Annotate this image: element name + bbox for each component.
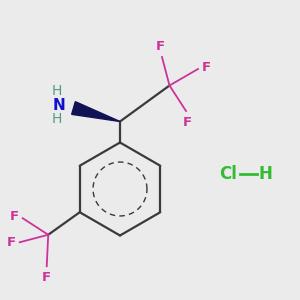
Text: F: F (7, 236, 16, 249)
Text: N: N (52, 98, 65, 112)
Text: H: H (52, 112, 62, 126)
Text: F: F (156, 40, 165, 53)
Text: F: F (183, 116, 192, 128)
Text: Cl: Cl (219, 165, 237, 183)
Text: F: F (202, 61, 211, 74)
Text: H: H (52, 84, 62, 98)
Text: F: F (42, 271, 51, 284)
Polygon shape (72, 102, 120, 122)
Text: F: F (10, 210, 19, 223)
Text: H: H (259, 165, 272, 183)
